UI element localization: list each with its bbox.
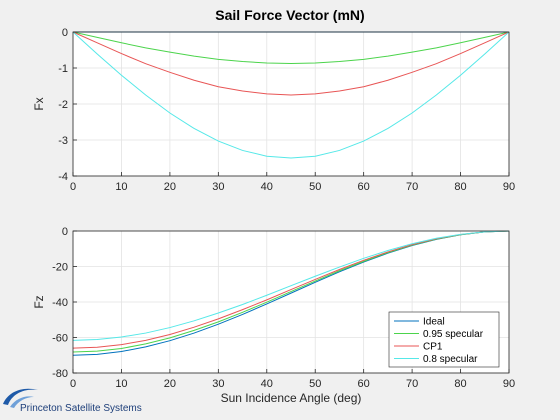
logo-swoosh-icon <box>3 388 38 405</box>
y-tick-label: -80 <box>52 368 68 380</box>
logo-swoosh-inner-icon <box>10 396 34 408</box>
x-tick-label: 70 <box>406 181 418 193</box>
figure-title: Sail Force Vector (mN) <box>215 7 364 23</box>
x-tick-label: 80 <box>454 181 466 193</box>
x-tick-label: 80 <box>454 378 466 390</box>
x-tick-label: 10 <box>115 181 127 193</box>
x-tick-label: 50 <box>309 378 321 390</box>
y-tick-label: -1 <box>58 63 68 75</box>
y-axis-label: Fx <box>32 97 46 110</box>
x-tick-label: 60 <box>358 181 370 193</box>
legend-entry: CP1 <box>423 342 443 353</box>
series-line-0-95-specular <box>72 31 510 65</box>
y-tick-label: -2 <box>58 99 68 111</box>
y-tick-label: -3 <box>58 135 68 147</box>
y-tick-label: -20 <box>52 262 68 274</box>
logo: Princeton Satellite Systems <box>3 388 142 414</box>
y-tick-label: -4 <box>58 171 68 183</box>
x-axis-label: Sun Incidence Angle (deg) <box>221 391 362 405</box>
fx-axes: 0 10 20 30 40 50 60 70 80 90 -4 -3 -2 -1 0 Fx <box>32 27 515 193</box>
series-line-0-8-specular <box>72 230 510 341</box>
x-tick-label: 30 <box>212 181 224 193</box>
fz-axes: 0 10 20 30 40 50 60 70 80 90 -80 -60 -40 -20 0 Fz Sun In… <box>32 226 515 405</box>
legend-entry: 0.8 specular <box>423 354 478 365</box>
x-tick-label: 40 <box>261 378 273 390</box>
series-line-0-8-specular <box>72 31 510 159</box>
x-tick-label: 10 <box>115 378 127 390</box>
x-tick-label: 0 <box>70 378 76 390</box>
x-tick-label: 50 <box>309 181 321 193</box>
x-tick-label: 30 <box>212 378 224 390</box>
y-axis-label: Fz <box>32 295 46 308</box>
y-tick-label: -40 <box>52 297 68 309</box>
x-tick-label: 90 <box>503 181 515 193</box>
x-tick-label: 90 <box>503 378 515 390</box>
series-line-cp1 <box>72 230 510 349</box>
x-tick-label: 20 <box>164 378 176 390</box>
x-tick-label: 20 <box>164 181 176 193</box>
legend-entry: 0.95 specular <box>423 329 484 340</box>
x-tick-label: 0 <box>70 181 76 193</box>
y-tick-label: 0 <box>62 226 68 238</box>
x-tick-label: 40 <box>261 181 273 193</box>
logo-text: Princeton Satellite Systems <box>20 403 142 414</box>
x-tick-label: 70 <box>406 378 418 390</box>
legend-entry: Ideal <box>423 317 445 328</box>
y-tick-label: -60 <box>52 333 68 345</box>
y-tick-label: 0 <box>62 27 68 39</box>
series-line-cp1 <box>72 31 510 96</box>
x-tick-label: 60 <box>358 378 370 390</box>
